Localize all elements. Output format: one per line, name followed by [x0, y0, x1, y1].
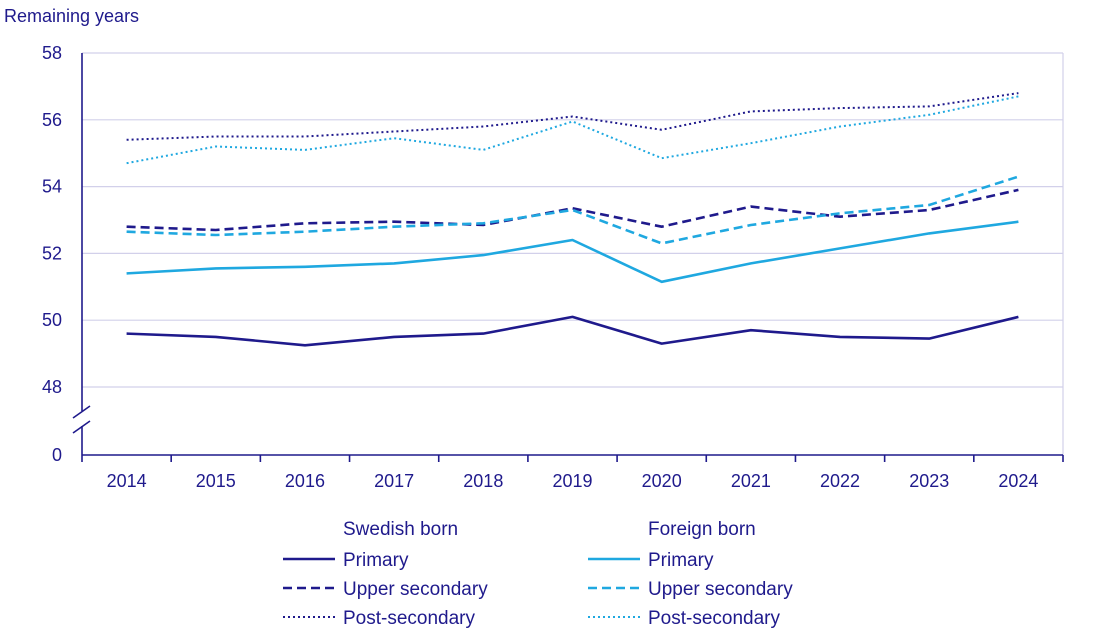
- series-line-swedish-solid: [126, 315, 1019, 347]
- y-axis-label: Remaining years: [4, 6, 139, 26]
- x-tick-label: 2019: [552, 471, 592, 491]
- legend-label: Upper secondary: [648, 579, 793, 600]
- x-tick-label: 2014: [107, 471, 147, 491]
- y-tick-label: 54: [42, 177, 62, 197]
- series-line-foreign-solid: [126, 220, 1019, 284]
- legend-label: Post-secondary: [648, 608, 781, 629]
- legend-group-title: Swedish born: [343, 519, 458, 540]
- y-tick-label: 50: [42, 310, 62, 330]
- y-tick-labels: 58 56 54 52 50 48 0: [42, 43, 62, 465]
- legend-label: Post-secondary: [343, 608, 476, 629]
- series-line-swedish-dashed: [126, 188, 1019, 232]
- y-tick-label: 58: [42, 43, 62, 63]
- axes: [72, 53, 1064, 462]
- y-tick-label: 56: [42, 110, 62, 130]
- x-tick-label: 2023: [909, 471, 949, 491]
- x-tick-label: 2016: [285, 471, 325, 491]
- y-tick-label: 48: [42, 377, 62, 397]
- x-tick-label: 2017: [374, 471, 414, 491]
- series-line-swedish-dotted: [126, 92, 1019, 141]
- x-tick-label: 2020: [642, 471, 682, 491]
- legend-group-title: Foreign born: [648, 519, 756, 540]
- x-tick-label: 2015: [196, 471, 236, 491]
- y-tick-label: 52: [42, 243, 62, 263]
- series-line-foreign-dotted: [126, 95, 1019, 165]
- legend-label: Upper secondary: [343, 579, 488, 600]
- x-tick-label: 2018: [463, 471, 503, 491]
- x-tick-label: 2024: [998, 471, 1038, 491]
- x-tick-label: 2022: [820, 471, 860, 491]
- axis-break-mark: [72, 420, 91, 434]
- y-tick-label: 0: [52, 445, 62, 465]
- series-line-foreign-dashed: [126, 175, 1019, 245]
- legend-label: Primary: [648, 550, 714, 571]
- axis-break-mark: [72, 405, 91, 419]
- legend-label: Primary: [343, 550, 409, 571]
- x-tick-label: 2021: [731, 471, 771, 491]
- x-tick-labels: 2014 2015 2016 2017 2018 2019 2020 2021 2022 2023…: [107, 471, 1039, 491]
- gridlines: [82, 52, 1064, 455]
- series-lines: [126, 92, 1019, 347]
- legend: Swedish born Foreign born Primary Upper sec…: [283, 519, 793, 629]
